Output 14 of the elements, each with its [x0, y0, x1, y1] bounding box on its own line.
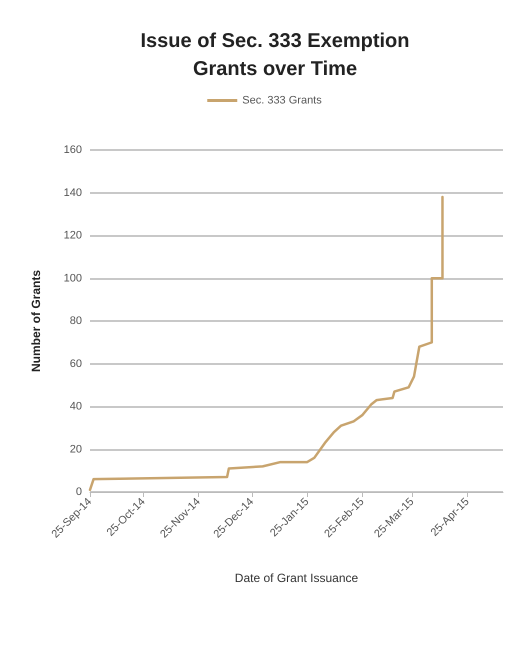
- legend-label: Sec. 333 Grants: [242, 94, 322, 106]
- y-tick-label: 40: [70, 400, 82, 412]
- x-axis-title: Date of Grant Issuance: [234, 571, 359, 585]
- line-series: [88, 196, 444, 492]
- y-tick-label: 0: [76, 486, 82, 498]
- y-tick-label: 120: [64, 230, 82, 242]
- chart-title: Issue of Sec. 333 Exemption Grants over Time: [140, 30, 410, 80]
- y-tick-label: 80: [70, 315, 82, 327]
- y-tick-label: 140: [64, 186, 82, 199]
- y-tick-label: 100: [64, 272, 82, 284]
- y-tick-label: 160: [64, 144, 82, 156]
- y-tick-label: 60: [70, 358, 82, 370]
- y-axis-title: Number of Grants: [29, 270, 43, 372]
- y-tick-label: 20: [70, 443, 82, 456]
